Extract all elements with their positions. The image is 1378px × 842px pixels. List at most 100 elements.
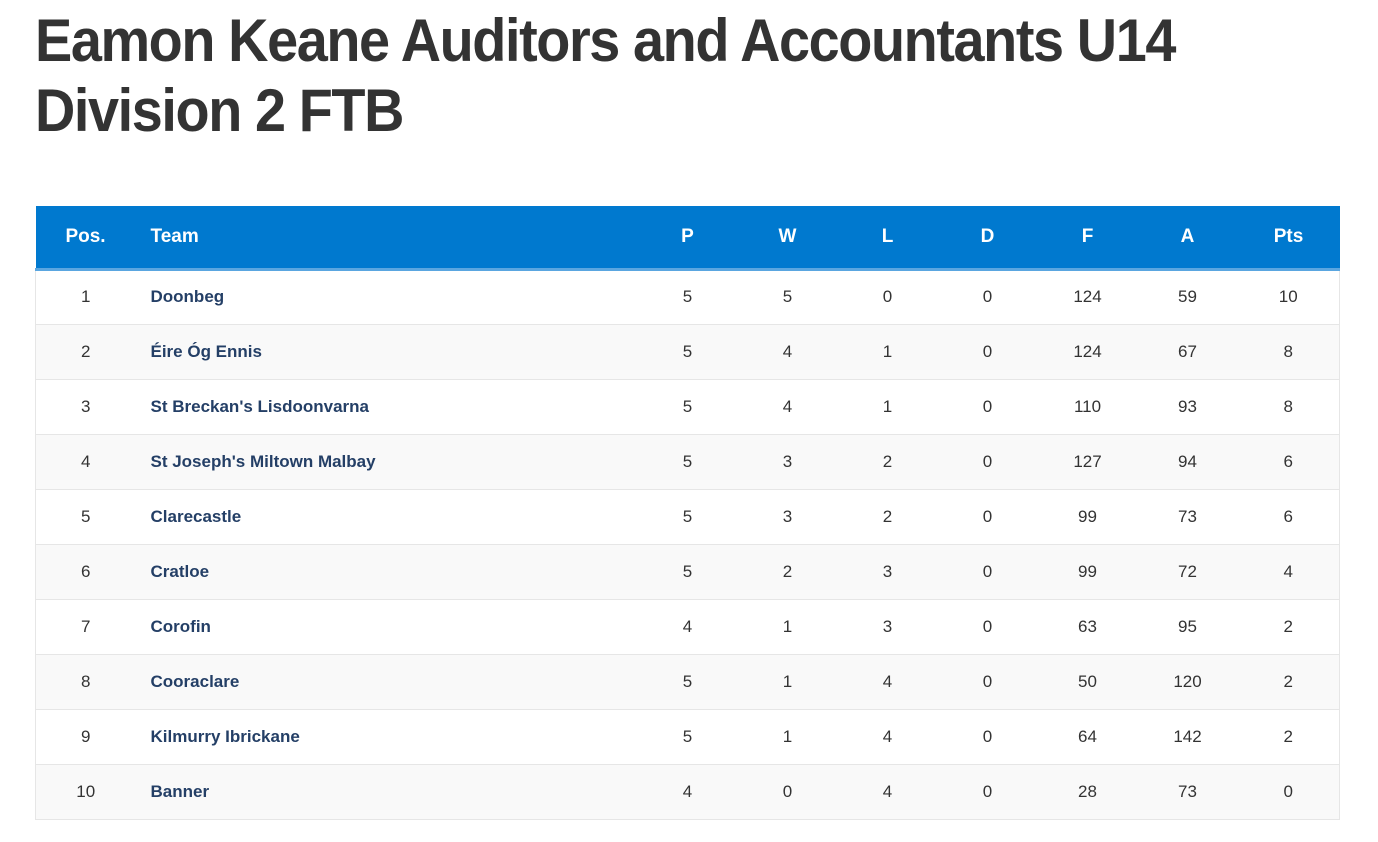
cell-for: 63 — [1078, 616, 1097, 636]
cell-played: 4 — [682, 781, 693, 801]
cell-points: 2 — [1283, 616, 1293, 636]
cell-lost: 2 — [882, 451, 893, 471]
cell-won: 1 — [782, 726, 793, 746]
cell-team: Kilmurry Ibrickane — [136, 709, 638, 764]
cell-lost: 3 — [882, 616, 893, 636]
cell-pos: 5 — [81, 506, 91, 526]
cell-pos: 10 — [76, 781, 96, 801]
cell-drawn: 0 — [982, 781, 993, 801]
cell-won: 1 — [782, 671, 793, 691]
team-link[interactable]: St Joseph's Miltown Malbay — [150, 451, 376, 471]
cell-points: 8 — [1283, 341, 1293, 361]
cell-pos: 8 — [81, 671, 91, 691]
cell-drawn: 0 — [982, 341, 993, 361]
cell-drawn: 0 — [982, 287, 993, 306]
cell-drawn: 0 — [982, 726, 993, 746]
cell-pos: 4 — [81, 451, 91, 471]
cell-team: Corofin — [136, 599, 638, 654]
cell-points: 6 — [1283, 506, 1293, 526]
header-pos: Pos. — [35, 206, 136, 271]
cell-pos: 2 — [81, 341, 91, 361]
table-header-row: Pos. Team P W L D F A Pts — [35, 206, 1340, 271]
cell-against: 120 — [1173, 671, 1202, 691]
league-table: Pos. Team P W L D F A Pts 1 Doonbeg 5 5 0 0 12… — [35, 206, 1340, 820]
cell-against: 142 — [1173, 726, 1202, 746]
cell-against: 95 — [1178, 616, 1197, 636]
cell-for: 50 — [1078, 671, 1097, 691]
cell-points: 10 — [1278, 287, 1298, 306]
cell-team: St Joseph's Miltown Malbay — [136, 434, 638, 489]
cell-won: 3 — [782, 506, 793, 526]
cell-lost: 4 — [882, 781, 893, 801]
cell-lost: 2 — [882, 506, 893, 526]
cell-played: 5 — [682, 671, 693, 691]
cell-played: 5 — [682, 341, 693, 361]
team-link[interactable]: Banner — [150, 781, 210, 801]
page-title: Eamon Keane Auditors and Accountants U14… — [35, 7, 1176, 144]
cell-lost: 0 — [882, 287, 893, 306]
cell-points: 6 — [1283, 451, 1293, 471]
team-link[interactable]: Clarecastle — [150, 506, 242, 526]
team-link[interactable]: Corofin — [150, 616, 211, 636]
team-link[interactable]: Doonbeg — [150, 287, 225, 306]
table-row: 5 Clarecastle 5 3 2 0 99 73 6 — [35, 489, 1340, 544]
header-lost: L — [837, 206, 938, 271]
cell-drawn: 0 — [982, 561, 993, 581]
cell-drawn: 0 — [982, 451, 993, 471]
table-row: 6 Cratloe 5 2 3 0 99 72 4 — [35, 544, 1340, 599]
cell-pos: 3 — [81, 396, 91, 416]
cell-played: 5 — [682, 451, 693, 471]
cell-team: Clarecastle — [136, 489, 638, 544]
cell-for: 124 — [1073, 287, 1102, 306]
cell-for: 124 — [1073, 341, 1102, 361]
cell-points: 0 — [1283, 781, 1293, 801]
cell-drawn: 0 — [982, 616, 993, 636]
cell-won: 4 — [782, 396, 793, 416]
header-played: P — [637, 206, 738, 271]
cell-lost: 4 — [882, 671, 893, 691]
team-link[interactable]: Éire Óg Ennis — [150, 341, 262, 361]
cell-points: 4 — [1283, 561, 1293, 581]
cell-against: 67 — [1178, 341, 1197, 361]
cell-drawn: 0 — [982, 506, 993, 526]
cell-pos: 7 — [81, 616, 91, 636]
cell-lost: 1 — [882, 341, 893, 361]
cell-won: 3 — [782, 451, 793, 471]
table-row: 4 St Joseph's Miltown Malbay 5 3 2 0 127 94 6 — [35, 434, 1340, 489]
team-link[interactable]: Cratloe — [150, 561, 210, 581]
table-row: 10 Banner 4 0 4 0 28 73 0 — [35, 764, 1340, 819]
cell-lost: 4 — [882, 726, 893, 746]
cell-team: Cratloe — [136, 544, 638, 599]
cell-against: 94 — [1178, 451, 1197, 471]
cell-won: 1 — [782, 616, 793, 636]
cell-pos: 6 — [81, 561, 91, 581]
cell-won: 0 — [782, 781, 793, 801]
cell-for: 127 — [1073, 451, 1102, 471]
team-link[interactable]: Cooraclare — [150, 671, 240, 691]
cell-pos: 1 — [81, 287, 91, 306]
table-header: Pos. Team P W L D F A Pts — [35, 206, 1340, 271]
team-link[interactable]: St Breckan's Lisdoonvarna — [150, 396, 370, 416]
header-won: W — [737, 206, 838, 271]
cell-team: Banner — [136, 764, 638, 819]
header-drawn: D — [937, 206, 1038, 271]
cell-won: 4 — [782, 341, 793, 361]
table-body: 1 Doonbeg 5 5 0 0 124 59 10 2 Éire Óg Ennis 5 4 1 0 124… — [35, 269, 1340, 819]
table-row: 3 St Breckan's Lisdoonvarna 5 4 1 0 110 93 8 — [35, 379, 1340, 434]
cell-lost: 3 — [882, 561, 893, 581]
cell-played: 4 — [682, 616, 693, 636]
cell-lost: 1 — [882, 396, 893, 416]
team-link[interactable]: Kilmurry Ibrickane — [150, 726, 300, 746]
cell-for: 99 — [1078, 506, 1097, 526]
cell-pos: 9 — [81, 726, 91, 746]
header-points: Pts — [1237, 206, 1340, 271]
cell-against: 59 — [1178, 287, 1197, 306]
table-row: 7 Corofin 4 1 3 0 63 95 2 — [35, 599, 1340, 654]
cell-for: 64 — [1078, 726, 1097, 746]
cell-team: Éire Óg Ennis — [136, 324, 638, 379]
cell-against: 73 — [1178, 781, 1197, 801]
cell-drawn: 0 — [982, 671, 993, 691]
cell-played: 5 — [682, 287, 693, 306]
cell-played: 5 — [682, 561, 693, 581]
